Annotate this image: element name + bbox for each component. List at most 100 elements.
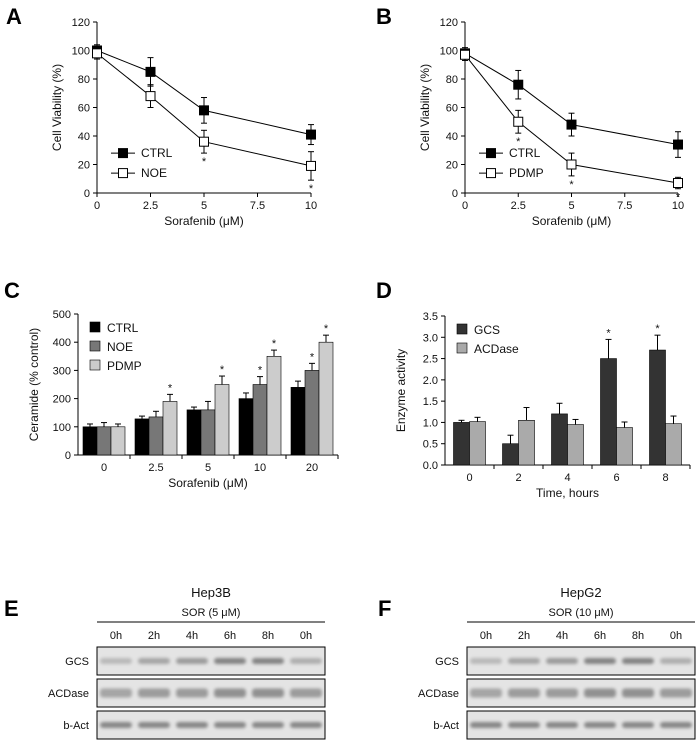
- x-axis-label: Time, hours: [536, 486, 599, 500]
- bar-pdmp: [318, 341, 334, 456]
- legend-label-acdase: ACDase: [474, 342, 519, 356]
- y-axis-label: Cell Viability (%): [50, 64, 64, 151]
- y-tick-label: 40: [446, 131, 458, 143]
- legend-swatch-pdmp: [89, 359, 101, 371]
- blot-band: [546, 658, 578, 664]
- bar-gcs: [551, 413, 568, 466]
- blot-treatment: SOR (10 μM): [548, 607, 613, 619]
- series-line-ctrl: [96, 50, 312, 136]
- chart-a-viability-noe: 0 20 40 60 80 100 120 0 2.5 5 7.5 10 Sorafenib (μM) C…: [50, 17, 317, 228]
- data-point-ctrl: [199, 105, 209, 116]
- bar-pdmp: [214, 384, 230, 456]
- legend-label-ctrl: CTRL: [107, 321, 139, 335]
- lane-label: 6h: [594, 630, 606, 642]
- lane-label: 6h: [224, 630, 236, 642]
- data-point-pdmp: [566, 159, 577, 170]
- y-tick-label: 40: [78, 131, 90, 143]
- bar-ctrl: [82, 426, 98, 456]
- bar-ctrl: [134, 418, 150, 456]
- blot-strip-b-act: [466, 710, 696, 740]
- blot-band: [214, 688, 246, 698]
- blot-band: [508, 688, 540, 698]
- bar-acdase: [469, 421, 486, 466]
- panel-label-b: B: [376, 4, 392, 29]
- x-tick-label: 10: [672, 200, 684, 212]
- panel-label-d: D: [376, 278, 392, 303]
- lane-label: 0h: [110, 630, 122, 642]
- blot-band: [470, 688, 502, 698]
- bar-gcs: [502, 443, 519, 466]
- x-tick-label: 2: [515, 472, 521, 484]
- lane-label: 8h: [632, 630, 644, 642]
- x-tick-label: 5: [201, 200, 207, 212]
- significance-star: *: [516, 136, 521, 148]
- panel-label-c: C: [4, 278, 20, 303]
- x-tick-label: 8: [662, 472, 668, 484]
- legend-label-ctrl: CTRL: [509, 146, 541, 160]
- lane-label: 0h: [300, 630, 312, 642]
- panel-label-f: F: [378, 596, 391, 621]
- bar-gcs: [649, 349, 666, 466]
- blot-band: [252, 658, 284, 664]
- significance-star: *: [168, 382, 173, 394]
- blot-band: [252, 722, 284, 728]
- blot-strip-gcs: [96, 646, 326, 676]
- blot-band: [584, 722, 616, 728]
- data-point-noe: [92, 48, 102, 59]
- blot-band: [176, 658, 208, 664]
- x-tick-label: 10: [254, 462, 266, 474]
- blot-band: [660, 658, 692, 664]
- row-label-gcs: GCS: [435, 656, 459, 668]
- bar-ctrl: [290, 387, 306, 456]
- blot-band: [470, 722, 502, 728]
- x-tick-label: 0: [462, 200, 468, 212]
- legend-label-ctrl: CTRL: [141, 146, 173, 160]
- blot-band: [214, 722, 246, 728]
- y-tick-label: 1.5: [423, 396, 438, 408]
- significance-star: *: [310, 351, 315, 363]
- panel-label-a: A: [6, 4, 22, 29]
- y-tick-label: 20: [446, 160, 458, 172]
- significance-star: *: [220, 364, 225, 376]
- blot-strip-acdase: [466, 678, 696, 708]
- blot-band: [100, 722, 132, 728]
- significance-star: *: [676, 192, 681, 204]
- y-tick-label: 0: [84, 188, 90, 200]
- blot-band: [546, 722, 578, 728]
- significance-star: *: [258, 365, 263, 377]
- lane-label: 4h: [186, 630, 198, 642]
- data-point-ctrl: [566, 119, 577, 130]
- bar-acdase: [616, 427, 633, 466]
- data-point-pdmp: [460, 49, 470, 60]
- y-tick-label: 2.5: [423, 354, 438, 366]
- bar-gcs: [453, 422, 470, 466]
- data-point-noe: [145, 91, 156, 102]
- lane-label: 8h: [262, 630, 274, 642]
- blot-cell-line: HepG2: [560, 585, 601, 600]
- blot-f-hepg2: HepG2 SOR (10 μM) 0h 2h 4h 6h 8h 0h GCS ACDase b-A…: [418, 585, 696, 740]
- legend-label-pdmp: PDMP: [509, 166, 544, 180]
- significance-star: *: [272, 338, 277, 350]
- x-tick-label: 6: [613, 472, 619, 484]
- bar-acdase: [567, 424, 584, 466]
- blot-e-hep3b: Hep3B SOR (5 μM) 0h 2h 4h 6h 8h 0h GCS ACDase b-Ac…: [48, 585, 326, 740]
- bar-noe: [148, 416, 164, 456]
- y-axis-label: Enzyme activity: [394, 349, 408, 432]
- x-tick-label: 2.5: [511, 200, 526, 212]
- significance-star: *: [309, 183, 314, 195]
- blot-cell-line: Hep3B: [191, 585, 231, 600]
- blot-band: [546, 688, 578, 698]
- blot-band: [214, 658, 246, 664]
- data-point-noe: [199, 136, 209, 147]
- y-tick-label: 60: [446, 103, 458, 115]
- blot-band: [176, 722, 208, 728]
- legend-swatch-ctrl: [89, 321, 101, 333]
- blot-band: [176, 688, 208, 698]
- x-tick-label: 0: [466, 472, 472, 484]
- blot-band: [622, 688, 654, 698]
- chart-b-viability-pdmp: 0 20 40 60 80 100 120 0 2.5 5 7.5 10 Sorafenib (μM) C…: [418, 17, 684, 228]
- y-tick-label: 0.0: [423, 460, 438, 472]
- x-axis-label: Sorafenib (μM): [164, 214, 244, 228]
- y-tick-label: 100: [53, 422, 71, 434]
- x-tick-label: 10: [305, 200, 317, 212]
